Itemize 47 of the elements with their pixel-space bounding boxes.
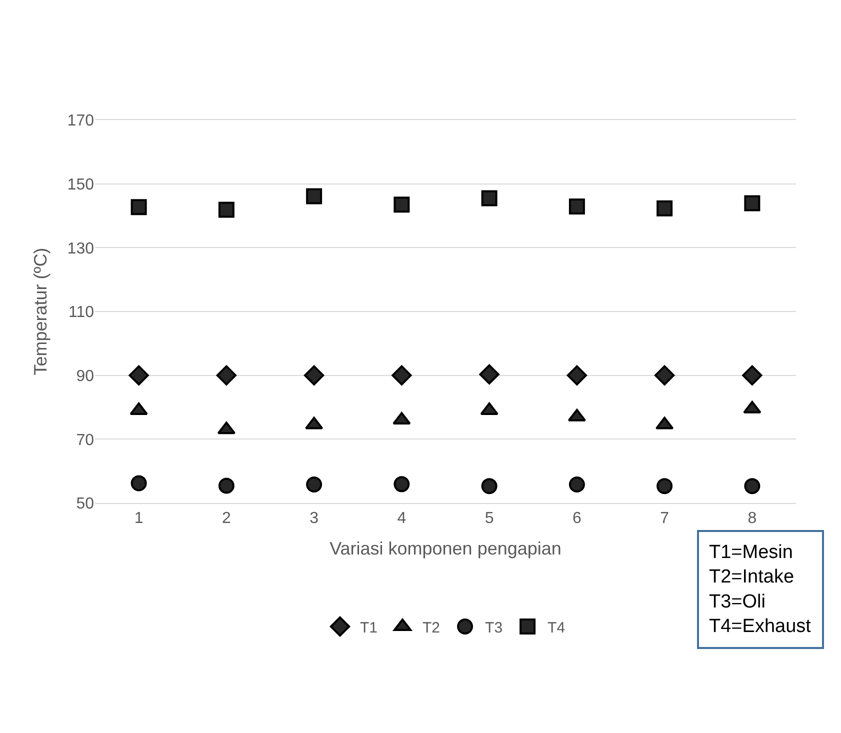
point — [218, 202, 234, 218]
point — [481, 190, 498, 206]
text: T1=Mesin T2=Intake T3=Oli T4=Exhaust — [709, 542, 812, 638]
point — [568, 198, 585, 214]
y-tick-label: 150 — [67, 176, 94, 194]
point — [216, 365, 237, 386]
x-tick-label: 8 — [748, 510, 757, 528]
x-tick-label: 3 — [310, 510, 319, 528]
point — [481, 478, 498, 494]
y-tick-label: 90 — [76, 368, 94, 385]
point — [744, 195, 760, 212]
point — [392, 412, 411, 425]
point — [392, 365, 412, 386]
x-tick-label: 1 — [134, 510, 144, 528]
x-tick-label: 5 — [484, 510, 494, 528]
x-axis-title: Variasi komponen pengapian — [330, 538, 562, 558]
x-tick-label: 6 — [572, 510, 582, 528]
y-tick-label: 70 — [76, 432, 94, 449]
point — [304, 365, 324, 386]
legend-label: T3 — [485, 619, 503, 636]
point — [654, 365, 675, 386]
y-tick-label: 50 — [76, 496, 94, 513]
point — [744, 478, 760, 494]
y-tick-label: 110 — [68, 304, 94, 322]
point — [130, 199, 147, 216]
x-tick-label: 4 — [397, 510, 406, 528]
point — [128, 365, 149, 386]
point — [394, 196, 410, 213]
legend-label: T1 — [360, 619, 378, 636]
y-axis-title: Temperatur (ºC) — [30, 248, 50, 376]
point — [479, 364, 500, 384]
point — [656, 200, 673, 216]
legend-label: T4 — [548, 619, 566, 636]
point — [306, 188, 322, 204]
point — [566, 365, 588, 386]
point — [218, 478, 234, 494]
point — [394, 476, 410, 492]
x-tick-label: 2 — [222, 510, 231, 528]
point — [568, 476, 585, 492]
point — [306, 476, 322, 492]
x-tick-label: 7 — [660, 510, 670, 528]
point — [130, 475, 147, 492]
y-tick-label: 170 — [67, 112, 94, 130]
y-tick-label: 130 — [67, 240, 94, 258]
point — [742, 365, 762, 386]
point — [656, 478, 673, 494]
legend-label: T2 — [422, 619, 440, 636]
